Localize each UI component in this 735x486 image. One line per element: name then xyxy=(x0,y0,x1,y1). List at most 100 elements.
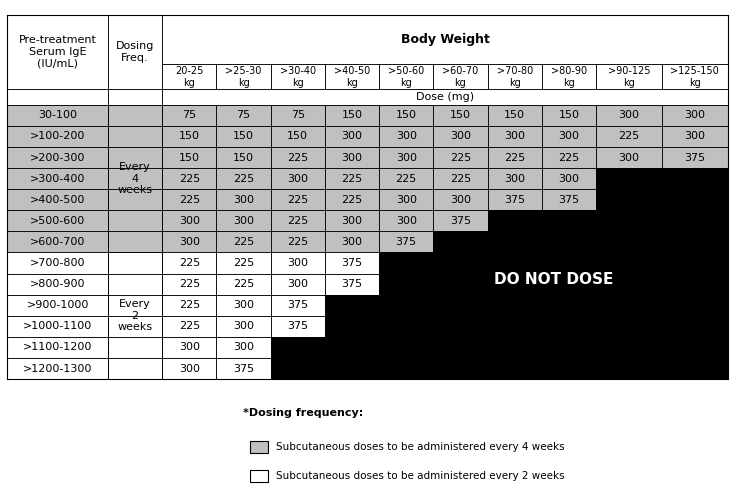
Text: 150: 150 xyxy=(342,110,362,121)
FancyBboxPatch shape xyxy=(542,168,596,189)
Text: 300: 300 xyxy=(287,279,308,289)
Text: 300: 300 xyxy=(618,110,639,121)
FancyBboxPatch shape xyxy=(270,126,325,147)
Text: 375: 375 xyxy=(342,258,362,268)
Text: 150: 150 xyxy=(287,131,308,141)
Text: 225: 225 xyxy=(179,279,200,289)
FancyBboxPatch shape xyxy=(162,147,217,168)
Text: >1000-1100: >1000-1100 xyxy=(23,321,93,331)
FancyBboxPatch shape xyxy=(7,252,108,274)
Text: 300: 300 xyxy=(233,216,254,226)
FancyBboxPatch shape xyxy=(325,105,379,126)
FancyBboxPatch shape xyxy=(434,189,487,210)
FancyBboxPatch shape xyxy=(7,168,108,189)
Text: Subcutaneous doses to be administered every 2 weeks: Subcutaneous doses to be administered ev… xyxy=(276,471,564,481)
FancyBboxPatch shape xyxy=(542,147,596,168)
FancyBboxPatch shape xyxy=(434,65,487,89)
Text: 300: 300 xyxy=(395,195,417,205)
Text: 225: 225 xyxy=(341,195,362,205)
FancyBboxPatch shape xyxy=(487,231,542,252)
FancyBboxPatch shape xyxy=(662,210,728,231)
FancyBboxPatch shape xyxy=(487,147,542,168)
FancyBboxPatch shape xyxy=(487,65,542,89)
FancyBboxPatch shape xyxy=(217,210,270,231)
Text: Dosing
Freq.: Dosing Freq. xyxy=(116,41,154,63)
FancyBboxPatch shape xyxy=(596,168,662,189)
FancyBboxPatch shape xyxy=(662,126,728,147)
FancyBboxPatch shape xyxy=(325,147,379,168)
FancyBboxPatch shape xyxy=(379,231,434,252)
FancyBboxPatch shape xyxy=(7,274,108,295)
Text: 300: 300 xyxy=(179,237,200,247)
Text: >40-50
kg: >40-50 kg xyxy=(334,66,370,88)
Text: 300: 300 xyxy=(233,321,254,331)
FancyBboxPatch shape xyxy=(162,231,217,252)
FancyBboxPatch shape xyxy=(325,210,379,231)
Text: Dose (mg): Dose (mg) xyxy=(416,92,474,102)
FancyBboxPatch shape xyxy=(325,189,379,210)
FancyBboxPatch shape xyxy=(487,210,542,231)
FancyBboxPatch shape xyxy=(542,358,596,379)
FancyBboxPatch shape xyxy=(379,189,434,210)
Text: >900-1000: >900-1000 xyxy=(26,300,89,310)
FancyBboxPatch shape xyxy=(108,89,162,105)
Text: 300: 300 xyxy=(233,343,254,352)
Text: 300: 300 xyxy=(179,364,200,374)
FancyBboxPatch shape xyxy=(7,231,108,252)
Text: 225: 225 xyxy=(179,258,200,268)
FancyBboxPatch shape xyxy=(7,316,108,337)
FancyBboxPatch shape xyxy=(108,126,162,147)
FancyBboxPatch shape xyxy=(162,89,728,105)
Text: 225: 225 xyxy=(179,321,200,331)
FancyBboxPatch shape xyxy=(487,316,542,337)
FancyBboxPatch shape xyxy=(325,252,379,274)
FancyBboxPatch shape xyxy=(162,105,217,126)
Text: >80-90
kg: >80-90 kg xyxy=(551,66,587,88)
FancyBboxPatch shape xyxy=(162,126,217,147)
Text: 300: 300 xyxy=(450,195,471,205)
FancyBboxPatch shape xyxy=(662,168,728,189)
FancyBboxPatch shape xyxy=(162,210,217,231)
Text: 300: 300 xyxy=(395,153,417,162)
Text: 225: 225 xyxy=(287,195,309,205)
FancyBboxPatch shape xyxy=(434,316,487,337)
Text: 300: 300 xyxy=(342,153,362,162)
FancyBboxPatch shape xyxy=(487,252,542,274)
Text: 75: 75 xyxy=(182,110,196,121)
Text: 150: 150 xyxy=(504,110,526,121)
Text: 375: 375 xyxy=(287,321,309,331)
Text: 375: 375 xyxy=(395,237,417,247)
FancyBboxPatch shape xyxy=(325,65,379,89)
FancyBboxPatch shape xyxy=(162,337,217,358)
Text: 225: 225 xyxy=(179,195,200,205)
FancyBboxPatch shape xyxy=(270,210,325,231)
Text: 300: 300 xyxy=(233,195,254,205)
FancyBboxPatch shape xyxy=(596,147,662,168)
FancyBboxPatch shape xyxy=(7,337,108,358)
Text: >60-70
kg: >60-70 kg xyxy=(442,66,478,88)
FancyBboxPatch shape xyxy=(662,337,728,358)
FancyBboxPatch shape xyxy=(7,189,108,210)
FancyBboxPatch shape xyxy=(379,126,434,147)
Text: 375: 375 xyxy=(559,195,579,205)
Text: 225: 225 xyxy=(233,279,254,289)
FancyBboxPatch shape xyxy=(7,210,108,231)
Text: Subcutaneous doses to be administered every 4 weeks: Subcutaneous doses to be administered ev… xyxy=(276,442,564,452)
FancyBboxPatch shape xyxy=(108,358,162,379)
Text: >90-125
kg: >90-125 kg xyxy=(608,66,650,88)
FancyBboxPatch shape xyxy=(596,105,662,126)
FancyBboxPatch shape xyxy=(217,65,270,89)
Text: >30-40
kg: >30-40 kg xyxy=(280,66,316,88)
Text: >600-700: >600-700 xyxy=(30,237,85,247)
FancyBboxPatch shape xyxy=(596,295,662,316)
FancyBboxPatch shape xyxy=(108,168,162,189)
Text: 300: 300 xyxy=(504,131,526,141)
Text: 300: 300 xyxy=(287,174,308,184)
Text: 300: 300 xyxy=(395,216,417,226)
Text: 225: 225 xyxy=(179,174,200,184)
Text: 75: 75 xyxy=(237,110,251,121)
FancyBboxPatch shape xyxy=(162,189,217,210)
FancyBboxPatch shape xyxy=(662,295,728,316)
FancyBboxPatch shape xyxy=(162,295,217,316)
Text: 300: 300 xyxy=(342,237,362,247)
